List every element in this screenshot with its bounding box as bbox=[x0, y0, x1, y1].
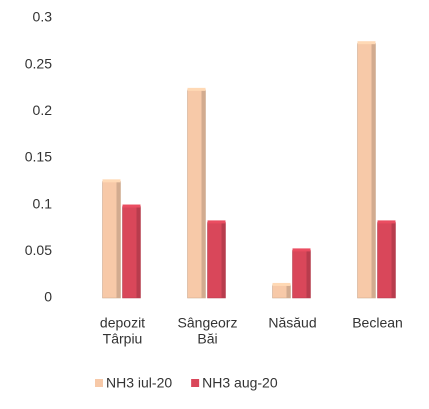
bar-side bbox=[136, 206, 141, 298]
y-tick-label: 0.2 bbox=[33, 102, 53, 118]
legend-label: NH3 aug-20 bbox=[202, 375, 278, 391]
x-tick-label: Năsăud bbox=[268, 315, 316, 331]
x-tick-label: depozit bbox=[100, 315, 145, 331]
bar-side bbox=[306, 250, 311, 298]
y-tick-label: 0.1 bbox=[33, 195, 53, 211]
y-tick-label: 0.3 bbox=[33, 9, 53, 25]
bar-side bbox=[391, 222, 396, 298]
bar-cap bbox=[292, 248, 311, 252]
x-tick-label: Târpiu bbox=[103, 331, 143, 347]
bar-cap bbox=[377, 220, 396, 224]
bar-cap bbox=[357, 41, 376, 45]
x-tick-label: Băi bbox=[197, 331, 217, 347]
legend-swatch bbox=[191, 379, 200, 387]
y-tick-label: 0 bbox=[44, 289, 52, 305]
y-tick-label: 0.05 bbox=[25, 242, 52, 258]
bar-cap bbox=[207, 220, 226, 224]
bar-cap bbox=[102, 179, 121, 183]
y-tick-label: 0.25 bbox=[25, 55, 52, 71]
x-tick-label: Sângeorz bbox=[178, 315, 238, 331]
bar-cap bbox=[122, 204, 141, 208]
x-tick-label: Beclean bbox=[352, 315, 403, 331]
bar-side bbox=[201, 89, 206, 298]
bar-cap bbox=[272, 282, 291, 286]
bar-side bbox=[286, 284, 291, 298]
bar-side bbox=[116, 181, 121, 298]
bar-side bbox=[221, 222, 226, 298]
legend-swatch bbox=[95, 379, 103, 387]
y-tick-label: 0.15 bbox=[25, 149, 52, 165]
bar-cap bbox=[187, 87, 206, 91]
legend-label: NH3 iul-20 bbox=[106, 375, 172, 391]
bar-side bbox=[371, 43, 376, 299]
